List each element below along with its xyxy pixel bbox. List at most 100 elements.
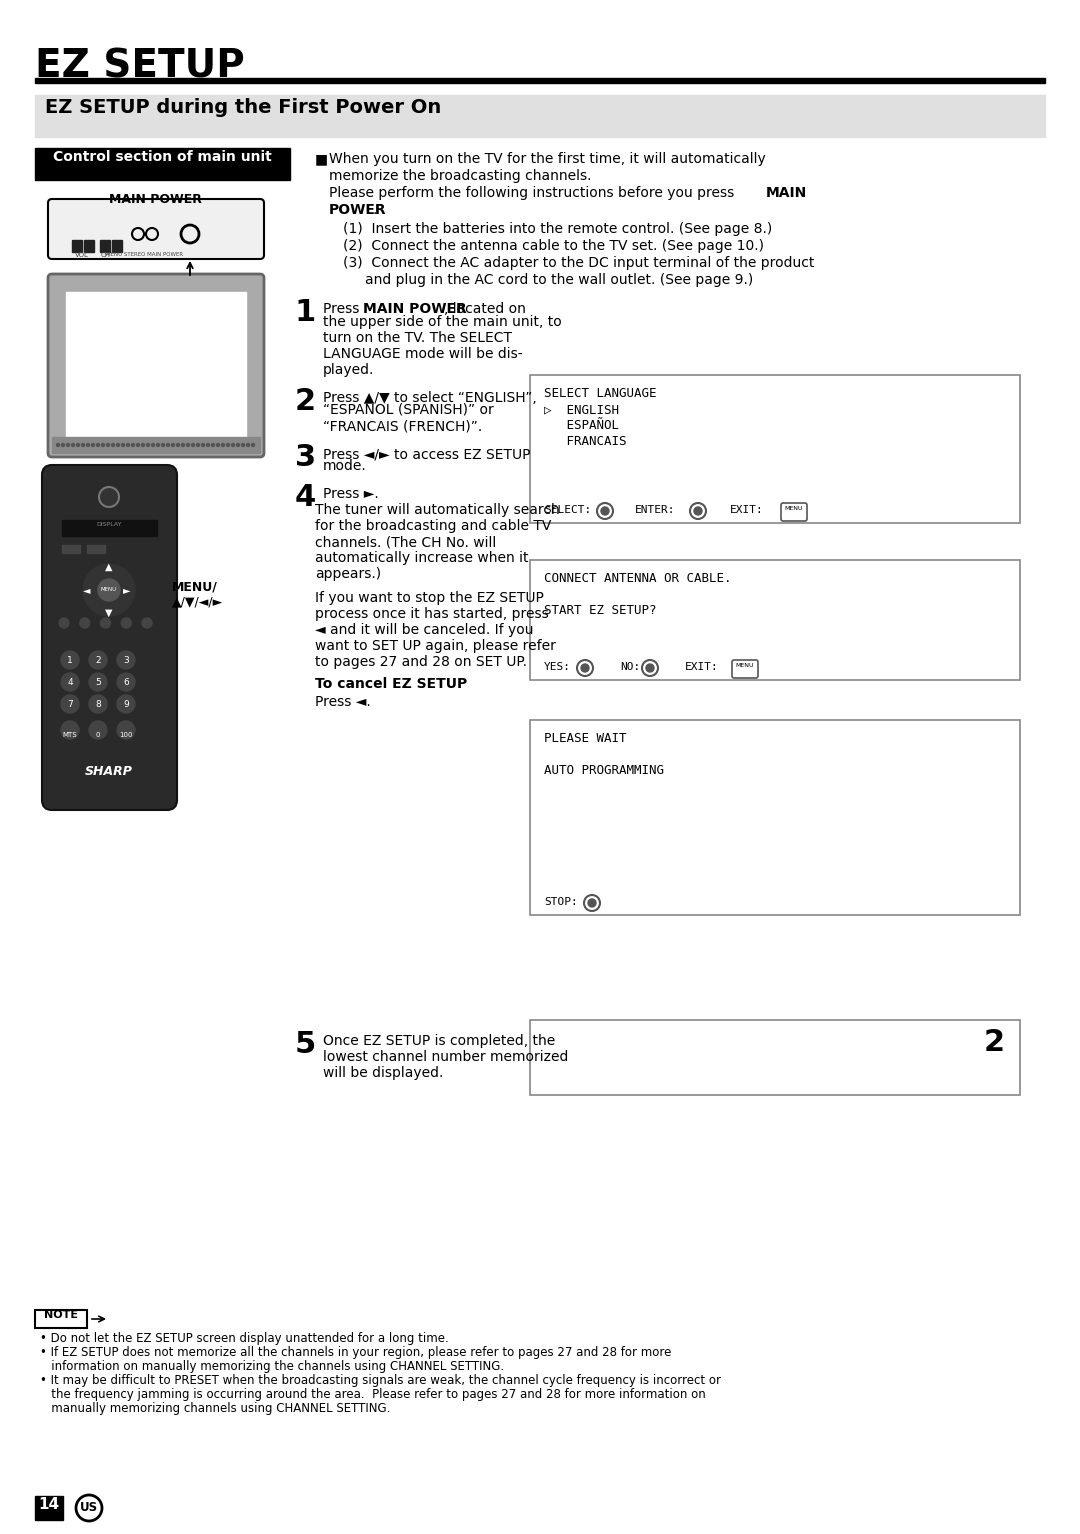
Text: 3: 3 bbox=[295, 443, 316, 472]
Circle shape bbox=[86, 443, 90, 446]
Text: 100: 100 bbox=[119, 732, 133, 738]
Text: channels. (The CH No. will: channels. (The CH No. will bbox=[315, 535, 496, 549]
Text: and plug in the AC cord to the wall outlet. (See page 9.): and plug in the AC cord to the wall outl… bbox=[365, 273, 753, 287]
Circle shape bbox=[111, 443, 114, 446]
Text: YES:: YES: bbox=[544, 663, 571, 672]
Text: for the broadcasting and cable TV: for the broadcasting and cable TV bbox=[315, 518, 552, 532]
Text: (1)  Insert the batteries into the remote control. (See page 8.): (1) Insert the batteries into the remote… bbox=[343, 222, 772, 236]
Circle shape bbox=[62, 443, 65, 446]
Text: “ESPAÑOL (SPANISH)” or: “ESPAÑOL (SPANISH)” or bbox=[323, 403, 494, 417]
Circle shape bbox=[246, 443, 249, 446]
Circle shape bbox=[600, 508, 609, 515]
Text: (2)  Connect the antenna cable to the TV set. (See page 10.): (2) Connect the antenna cable to the TV … bbox=[343, 239, 764, 253]
Bar bbox=[66, 291, 246, 439]
Circle shape bbox=[117, 695, 135, 713]
Text: 7: 7 bbox=[67, 700, 72, 709]
Text: Press ▲/▼ to select “ENGLISH”,: Press ▲/▼ to select “ENGLISH”, bbox=[323, 391, 537, 405]
Text: Once EZ SETUP is completed, the: Once EZ SETUP is completed, the bbox=[323, 1034, 555, 1048]
Bar bbox=[35, 78, 1045, 83]
Circle shape bbox=[136, 443, 139, 446]
Text: SELECT:: SELECT: bbox=[544, 505, 591, 515]
Text: Please perform the following instructions before you press: Please perform the following instruction… bbox=[329, 186, 739, 199]
Bar bbox=[72, 239, 82, 252]
Circle shape bbox=[117, 721, 135, 739]
Text: 1: 1 bbox=[67, 657, 72, 666]
Circle shape bbox=[100, 618, 110, 627]
Text: 2: 2 bbox=[295, 387, 316, 416]
Text: ◄: ◄ bbox=[83, 584, 91, 595]
Circle shape bbox=[71, 443, 75, 446]
Bar bbox=[35, 147, 291, 179]
Text: ▷  ENGLISH: ▷ ENGLISH bbox=[544, 403, 619, 416]
Text: mode.: mode. bbox=[323, 459, 367, 472]
Circle shape bbox=[646, 664, 654, 672]
Circle shape bbox=[166, 443, 170, 446]
Text: NOTE: NOTE bbox=[44, 1310, 78, 1319]
Text: ▲: ▲ bbox=[105, 561, 112, 572]
Text: manually memorizing channels using CHANNEL SETTING.: manually memorizing channels using CHANN… bbox=[40, 1402, 390, 1414]
Bar bbox=[530, 719, 1020, 914]
Text: want to SET UP again, please refer: want to SET UP again, please refer bbox=[315, 640, 556, 653]
Circle shape bbox=[172, 443, 175, 446]
Text: Press: Press bbox=[323, 302, 364, 316]
Circle shape bbox=[98, 578, 120, 601]
Text: MENU: MENU bbox=[735, 663, 754, 667]
Circle shape bbox=[191, 443, 194, 446]
Bar bbox=[530, 374, 1020, 523]
Text: Press ◄.: Press ◄. bbox=[315, 695, 370, 709]
Text: memorize the broadcasting channels.: memorize the broadcasting channels. bbox=[329, 169, 592, 183]
Text: ◄ and it will be canceled. If you: ◄ and it will be canceled. If you bbox=[315, 623, 534, 637]
Circle shape bbox=[141, 618, 152, 627]
Text: 1: 1 bbox=[295, 298, 316, 327]
Text: MAIN POWER: MAIN POWER bbox=[363, 302, 467, 316]
Text: EXIT:: EXIT: bbox=[685, 663, 719, 672]
Text: DISPLAY: DISPLAY bbox=[96, 522, 122, 528]
FancyBboxPatch shape bbox=[42, 465, 177, 810]
Circle shape bbox=[212, 443, 215, 446]
Circle shape bbox=[694, 508, 702, 515]
Bar bbox=[87, 545, 105, 552]
Text: EZ SETUP during the First Power On: EZ SETUP during the First Power On bbox=[45, 98, 442, 117]
Text: NO:: NO: bbox=[620, 663, 640, 672]
Circle shape bbox=[81, 443, 84, 446]
Circle shape bbox=[89, 721, 107, 739]
Circle shape bbox=[141, 443, 145, 446]
Text: ▲/▼/◄/►: ▲/▼/◄/► bbox=[172, 595, 224, 607]
Text: PLEASE WAIT: PLEASE WAIT bbox=[544, 732, 626, 746]
Text: will be displayed.: will be displayed. bbox=[323, 1066, 444, 1080]
Bar bbox=[62, 520, 157, 535]
Text: • It may be difficult to PRESET when the broadcasting signals are weak, the chan: • It may be difficult to PRESET when the… bbox=[40, 1374, 721, 1387]
Text: MENU STEREO MAIN POWER: MENU STEREO MAIN POWER bbox=[107, 252, 184, 258]
Bar bbox=[530, 560, 1020, 680]
Circle shape bbox=[99, 486, 119, 508]
Circle shape bbox=[80, 618, 90, 627]
Text: MENU: MENU bbox=[100, 588, 117, 592]
Circle shape bbox=[60, 673, 79, 690]
Text: 5: 5 bbox=[95, 678, 100, 687]
Circle shape bbox=[187, 443, 189, 446]
Text: ■: ■ bbox=[315, 152, 328, 166]
Text: LANGUAGE mode will be dis-: LANGUAGE mode will be dis- bbox=[323, 347, 523, 360]
Circle shape bbox=[216, 443, 219, 446]
Bar bbox=[530, 1020, 1020, 1095]
Circle shape bbox=[89, 650, 107, 669]
Circle shape bbox=[56, 443, 59, 446]
Text: (3)  Connect the AC adapter to the DC input terminal of the product: (3) Connect the AC adapter to the DC inp… bbox=[343, 256, 814, 270]
Circle shape bbox=[102, 443, 105, 446]
Bar bbox=[62, 545, 80, 552]
Circle shape bbox=[126, 443, 130, 446]
Text: ESPAÑOL: ESPAÑOL bbox=[544, 419, 619, 433]
Text: MTS: MTS bbox=[63, 732, 78, 738]
Circle shape bbox=[237, 443, 240, 446]
Text: 8: 8 bbox=[95, 700, 100, 709]
Circle shape bbox=[252, 443, 255, 446]
Text: When you turn on the TV for the first time, it will automatically: When you turn on the TV for the first ti… bbox=[329, 152, 766, 166]
Text: EXIT:: EXIT: bbox=[730, 505, 764, 515]
Text: the frequency jamming is occurring around the area.  Please refer to pages 27 an: the frequency jamming is occurring aroun… bbox=[40, 1388, 705, 1401]
Circle shape bbox=[176, 443, 179, 446]
Circle shape bbox=[157, 443, 160, 446]
Bar bbox=[52, 437, 260, 453]
Circle shape bbox=[59, 618, 69, 627]
Text: If you want to stop the EZ SETUP: If you want to stop the EZ SETUP bbox=[315, 591, 544, 604]
Circle shape bbox=[117, 650, 135, 669]
